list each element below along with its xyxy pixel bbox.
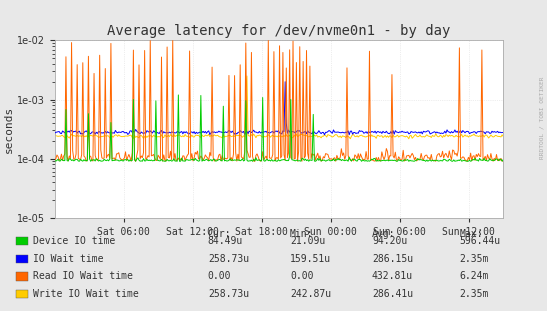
Y-axis label: seconds: seconds <box>4 105 14 153</box>
Text: Max:: Max: <box>459 229 483 239</box>
Text: 159.51u: 159.51u <box>290 254 331 264</box>
Text: 21.09u: 21.09u <box>290 236 325 246</box>
Text: 596.44u: 596.44u <box>459 236 501 246</box>
Text: 286.15u: 286.15u <box>372 254 413 264</box>
Text: Write IO Wait time: Write IO Wait time <box>33 289 138 299</box>
Title: Average latency for /dev/nvme0n1 - by day: Average latency for /dev/nvme0n1 - by da… <box>107 24 451 38</box>
Text: Cur:: Cur: <box>208 229 231 239</box>
Text: Avg:: Avg: <box>372 229 395 239</box>
Text: 432.81u: 432.81u <box>372 272 413 281</box>
Text: 94.20u: 94.20u <box>372 236 407 246</box>
Text: 2.35m: 2.35m <box>459 289 489 299</box>
Text: 258.73u: 258.73u <box>208 289 249 299</box>
Text: Device IO time: Device IO time <box>33 236 115 246</box>
Text: Read IO Wait time: Read IO Wait time <box>33 272 133 281</box>
Text: 0.00: 0.00 <box>290 272 313 281</box>
Text: 6.24m: 6.24m <box>459 272 489 281</box>
Text: 242.87u: 242.87u <box>290 289 331 299</box>
Text: IO Wait time: IO Wait time <box>33 254 103 264</box>
Text: 0.00: 0.00 <box>208 272 231 281</box>
Text: 286.41u: 286.41u <box>372 289 413 299</box>
Text: 84.49u: 84.49u <box>208 236 243 246</box>
Text: 2.35m: 2.35m <box>459 254 489 264</box>
Text: Min:: Min: <box>290 229 313 239</box>
Text: 258.73u: 258.73u <box>208 254 249 264</box>
Text: RRDTOOL / TOBI OETIKER: RRDTOOL / TOBI OETIKER <box>539 77 544 160</box>
